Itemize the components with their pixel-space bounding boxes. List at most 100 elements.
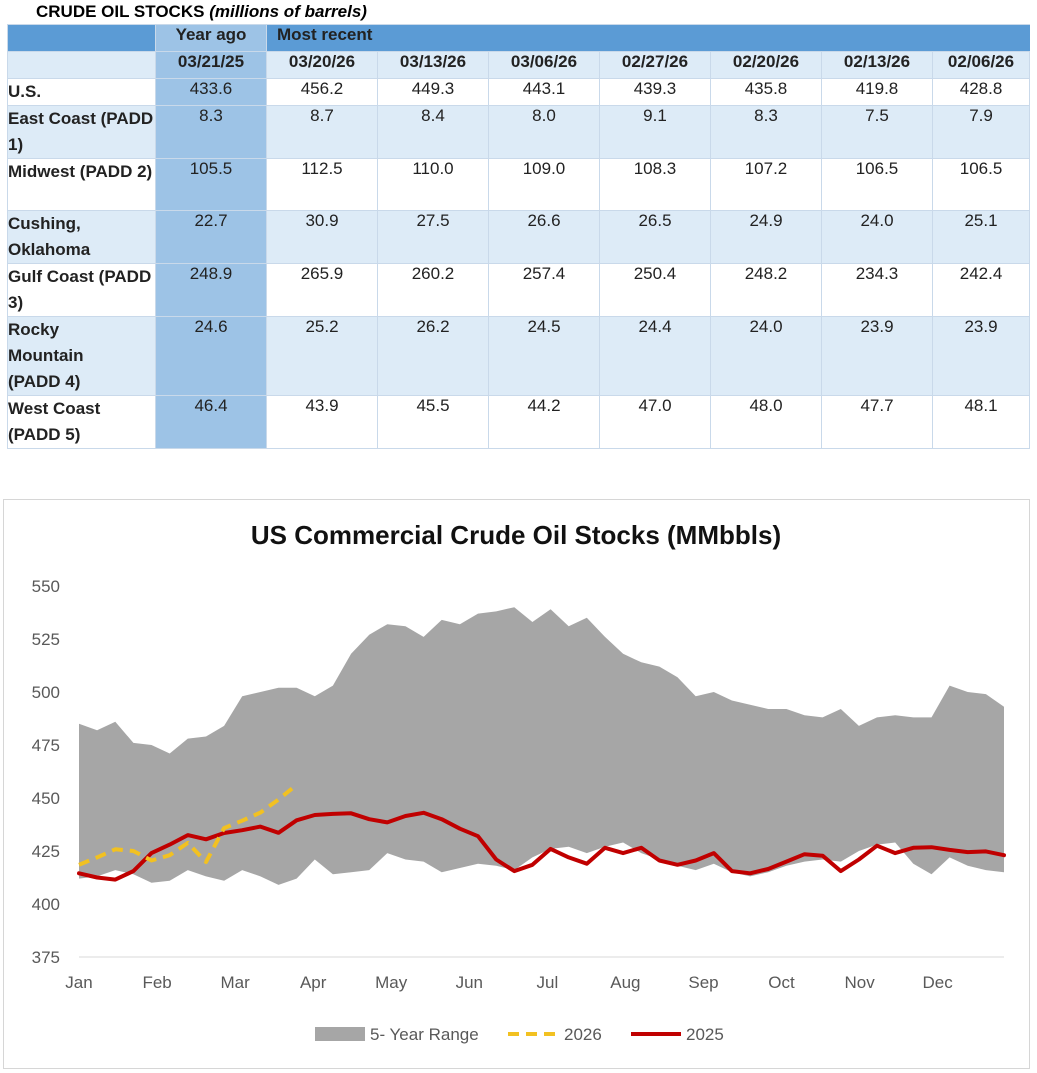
cell-value: 9.1 (599, 105, 711, 159)
header-date: 03/13/26 (377, 51, 489, 79)
header-row-periods: Year ago Most recent (7, 24, 1030, 52)
cell-value: 428.8 (931, 78, 1031, 106)
cell-value: 234.3 (821, 263, 933, 317)
x-tick-label: Oct (768, 973, 795, 992)
y-tick-label: 525 (32, 630, 60, 649)
cell-value: 47.7 (821, 395, 933, 449)
cell-value: 24.0 (710, 316, 822, 396)
x-tick-label: Nov (844, 973, 875, 992)
cell-value: 24.9 (710, 210, 822, 264)
header-date: 02/06/26 (931, 51, 1031, 79)
y-tick-label: 500 (32, 683, 60, 702)
cell-value: 265.9 (266, 263, 378, 317)
cell-value: 24.0 (821, 210, 933, 264)
cell-value: 8.4 (377, 105, 489, 159)
header-corner-2 (7, 51, 156, 79)
legend-label-2026: 2026 (564, 1025, 602, 1044)
cell-value: 108.3 (599, 158, 711, 211)
cell-value: 46.4 (155, 395, 267, 449)
cell-value: 443.1 (488, 78, 600, 106)
cell-value: 419.8 (821, 78, 933, 106)
cell-value: 44.2 (488, 395, 600, 449)
table-row-rocky-mountain: Rocky Mountain (PADD 4) 24.6 25.2 26.2 2… (7, 316, 1031, 396)
table-row-west-coast: West Coast (PADD 5) 46.4 43.9 45.5 44.2 … (7, 395, 1031, 449)
legend-label-2025: 2025 (686, 1025, 724, 1044)
header-date: 03/21/25 (155, 51, 267, 79)
chart-title: US Commercial Crude Oil Stocks (MMbbls) (251, 520, 781, 550)
table-row-midwest: Midwest (PADD 2) 105.5 112.5 110.0 109.0… (7, 158, 1031, 211)
cell-value: 257.4 (488, 263, 600, 317)
x-tick-label: Jan (65, 973, 92, 992)
row-label: East Coast (PADD 1) (7, 105, 156, 159)
legend-swatch-range (315, 1027, 365, 1041)
cell-value: 24.4 (599, 316, 711, 396)
row-label: Gulf Coast (PADD 3) (7, 263, 156, 317)
row-label: U.S. (7, 78, 156, 106)
header-date: 02/20/26 (710, 51, 822, 79)
table-title-main: CRUDE OIL STOCKS (36, 2, 205, 21)
cell-value: 106.5 (821, 158, 933, 211)
cell-value: 106.5 (931, 158, 1031, 211)
x-tick-label: Sep (688, 973, 718, 992)
x-tick-label: May (375, 973, 408, 992)
cell-value: 24.6 (155, 316, 267, 396)
cell-value: 260.2 (377, 263, 489, 317)
cell-value: 25.2 (266, 316, 378, 396)
row-label: Midwest (PADD 2) (7, 158, 156, 211)
table-row-us: U.S. 433.6 456.2 449.3 443.1 439.3 435.8… (7, 78, 1031, 106)
y-tick-label: 375 (32, 948, 60, 967)
cell-value: 435.8 (710, 78, 822, 106)
row-label: Rocky Mountain (PADD 4) (7, 316, 156, 396)
cell-value: 8.3 (710, 105, 822, 159)
row-label: Cushing, Oklahoma (7, 210, 156, 264)
header-date: 02/27/26 (599, 51, 711, 79)
y-tick-label: 450 (32, 789, 60, 808)
header-date: 02/13/26 (821, 51, 933, 79)
legend-label-range: 5- Year Range (370, 1025, 479, 1044)
series-line-2026 (78, 783, 298, 867)
y-tick-label: 400 (32, 895, 60, 914)
x-tick-label: Aug (610, 973, 640, 992)
table-title-units: (millions of barrels) (209, 2, 367, 21)
crude-oil-stocks-table: Year ago Most recent 03/21/25 03/20/26 0… (7, 24, 1031, 449)
x-tick-label: Dec (922, 973, 953, 992)
cell-value: 48.1 (931, 395, 1031, 449)
header-year-ago: Year ago (155, 24, 267, 52)
x-tick-label: Mar (220, 973, 250, 992)
table-title: CRUDE OIL STOCKS (millions of barrels) (36, 2, 367, 22)
x-tick-label: Jul (537, 973, 559, 992)
cell-value: 22.7 (155, 210, 267, 264)
cell-value: 109.0 (488, 158, 600, 211)
cell-value: 26.6 (488, 210, 600, 264)
cell-value: 248.2 (710, 263, 822, 317)
cell-value: 449.3 (377, 78, 489, 106)
cell-value: 45.5 (377, 395, 489, 449)
cell-value: 23.9 (931, 316, 1031, 396)
header-corner (7, 24, 156, 52)
x-tick-label: Apr (300, 973, 327, 992)
cell-value: 43.9 (266, 395, 378, 449)
row-label: West Coast (PADD 5) (7, 395, 156, 449)
cell-value: 110.0 (377, 158, 489, 211)
cell-value: 105.5 (155, 158, 267, 211)
table-row-east-coast: East Coast (PADD 1) 8.3 8.7 8.4 8.0 9.1 … (7, 105, 1031, 159)
cell-value: 439.3 (599, 78, 711, 106)
table-row-cushing: Cushing, Oklahoma 22.7 30.9 27.5 26.6 26… (7, 210, 1031, 264)
crude-stocks-chart: US Commercial Crude Oil Stocks (MMbbls) … (32, 520, 1006, 1044)
cell-value: 456.2 (266, 78, 378, 106)
cell-value: 250.4 (599, 263, 711, 317)
cell-value: 8.7 (266, 105, 378, 159)
cell-value: 25.1 (931, 210, 1031, 264)
cell-value: 433.6 (155, 78, 267, 106)
cell-value: 7.5 (821, 105, 933, 159)
cell-value: 26.5 (599, 210, 711, 264)
y-tick-label: 550 (32, 577, 60, 596)
cell-value: 248.9 (155, 263, 267, 317)
table-row-gulf-coast: Gulf Coast (PADD 3) 248.9 265.9 260.2 25… (7, 263, 1031, 317)
header-date: 03/06/26 (488, 51, 600, 79)
y-tick-label: 425 (32, 842, 60, 861)
cell-value: 242.4 (931, 263, 1031, 317)
cell-value: 47.0 (599, 395, 711, 449)
cell-value: 23.9 (821, 316, 933, 396)
header-date: 03/20/26 (266, 51, 378, 79)
